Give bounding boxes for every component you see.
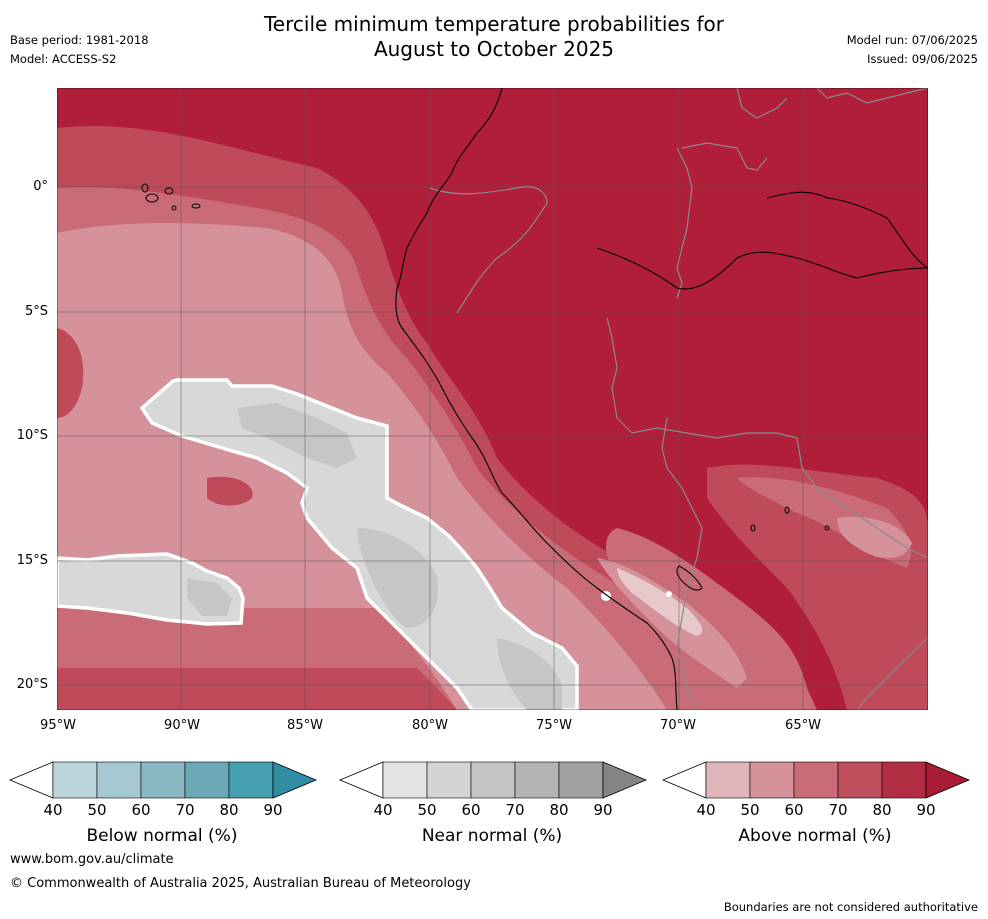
lon-label-65w: 65°W — [785, 718, 821, 733]
colorbar-tick-label: 50 — [87, 801, 107, 819]
colorbar-segment — [514, 761, 560, 799]
colorbar-segment — [52, 761, 98, 799]
lon-label-85w: 85°W — [287, 718, 323, 733]
colorbar-near-label: Near normal (%) — [421, 826, 563, 846]
colorbar-tick-label: 60 — [131, 801, 151, 819]
colorbar-tick-label: 40 — [373, 801, 393, 819]
white-spot-2 — [666, 591, 672, 597]
colorbar-high-extension — [272, 761, 318, 799]
colorbar-segment — [426, 761, 472, 799]
above-70-80-south-region — [57, 668, 457, 710]
near-50-60-patch-2 — [357, 528, 438, 628]
near-50-60-patch-3 — [497, 638, 562, 710]
above-40-50-land-region — [617, 568, 703, 636]
colorbar-segment — [228, 761, 274, 799]
colorbar-below-label: Below normal (%) — [86, 826, 238, 846]
model-run: Model run: 07/06/2025 — [846, 33, 978, 47]
near-50-60-west-patch — [187, 578, 232, 616]
near-50-60-patch — [237, 403, 357, 468]
colorbar-tick-label: 70 — [175, 801, 195, 819]
galapagos-islands — [141, 183, 201, 211]
lat-label-15s: 15°S — [16, 553, 48, 568]
colorbar-segment — [705, 761, 751, 799]
colorbar-segment — [837, 761, 883, 799]
colorbar-segment — [558, 761, 604, 799]
colorbar-segment — [470, 761, 516, 799]
model-name: Model: ACCESS-S2 — [10, 52, 117, 66]
colorbar-tick-label: 40 — [696, 801, 716, 819]
map-title: Tercile minimum temperature probabilitie… — [0, 12, 988, 62]
lon-label-95w: 95°W — [40, 718, 76, 733]
probability-map — [57, 88, 928, 710]
title-line-1: Tercile minimum temperature probabilitie… — [263, 12, 725, 36]
lon-label-90w: 90°W — [164, 718, 200, 733]
issued-date: Issued: 09/06/2025 — [867, 52, 978, 66]
colorbar-tick-label: 80 — [219, 801, 239, 819]
above-60-70-land-region — [605, 528, 817, 710]
colorbar-tick-label: 70 — [828, 801, 848, 819]
lat-label-20s: 20°S — [16, 677, 48, 692]
colorbar-segment — [749, 761, 795, 799]
colorbar-segment — [382, 761, 428, 799]
colorbar-tick-label: 90 — [263, 801, 283, 819]
colorbar-tick-label: 90 — [916, 801, 936, 819]
above-50-60-east-region — [837, 516, 912, 559]
lake-titicaca — [676, 506, 830, 591]
colorbar-segment — [881, 761, 927, 799]
colorbar-tick-label: 70 — [505, 801, 525, 819]
colorbar-tick-label: 60 — [461, 801, 481, 819]
colorbar-tick-label: 40 — [43, 801, 63, 819]
lon-label-70w: 70°W — [660, 718, 696, 733]
colorbar-low-extension — [338, 761, 384, 799]
lat-label-0: 0° — [33, 179, 48, 194]
white-spot — [601, 591, 611, 601]
lon-label-80w: 80°W — [412, 718, 448, 733]
disclaimer-text: Boundaries are not considered authoritat… — [723, 900, 978, 914]
colorbar-tick-label: 90 — [593, 801, 613, 819]
above-70-80-west-region — [57, 328, 84, 418]
colorbar-high-extension — [925, 761, 971, 799]
above-70-80-patch — [207, 476, 253, 506]
website-link[interactable]: www.bom.gov.au/climate — [10, 852, 174, 867]
colorbar-low-extension — [8, 761, 54, 799]
country-boundaries — [429, 88, 928, 710]
lon-label-75w: 75°W — [536, 718, 572, 733]
colorbar-segment — [184, 761, 230, 799]
colorbar-high-extension — [602, 761, 648, 799]
base-period: Base period: 1981-2018 — [10, 33, 149, 47]
colorbar-low-extension — [661, 761, 707, 799]
colorbar-segment — [96, 761, 142, 799]
colorbar-near-normal — [338, 761, 648, 799]
colorbar-segment — [793, 761, 839, 799]
lat-label-10s: 10°S — [16, 428, 48, 443]
lat-label-5s: 5°S — [24, 304, 48, 319]
colorbar-below-normal — [8, 761, 318, 799]
colorbar-tick-label: 80 — [549, 801, 569, 819]
colorbar-tick-label: 60 — [784, 801, 804, 819]
colorbar-segment — [140, 761, 186, 799]
colorbar-above-normal — [661, 761, 971, 799]
colorbar-above-label: Above normal (%) — [738, 826, 892, 846]
colorbar-tick-label: 50 — [740, 801, 760, 819]
coastline — [395, 88, 928, 710]
copyright-text: © Commonwealth of Australia 2025, Austra… — [10, 876, 471, 891]
colorbar-tick-label: 50 — [417, 801, 437, 819]
graticule — [57, 88, 928, 710]
colorbar-tick-label: 80 — [872, 801, 892, 819]
title-line-2: August to October 2025 — [373, 37, 615, 61]
